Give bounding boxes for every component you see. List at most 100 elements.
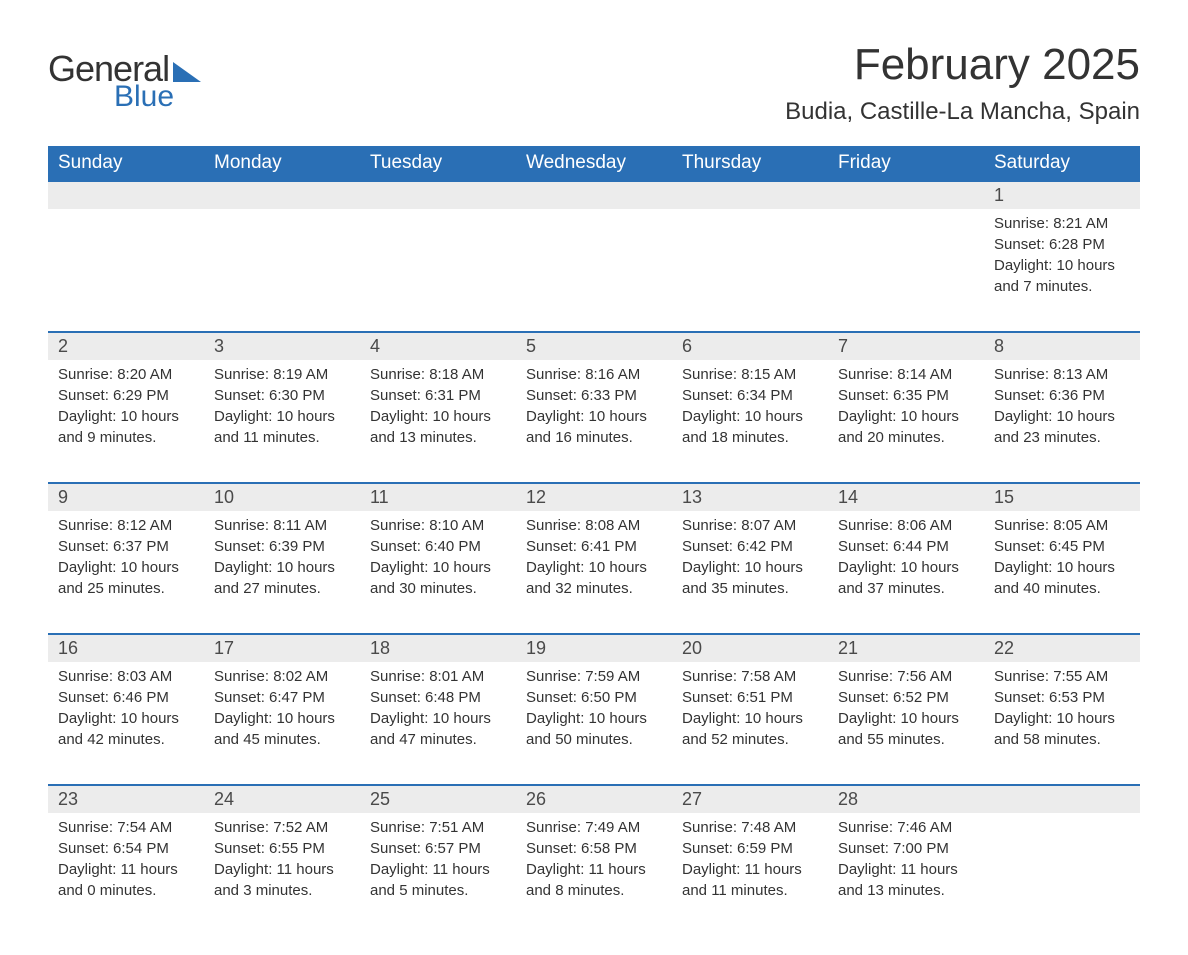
day-details: Sunrise: 7:48 AMSunset: 6:59 PMDaylight:… [682,817,818,901]
day-number: 17 [204,635,360,662]
day-cell [828,182,984,311]
day-cell [984,786,1140,915]
day-details: Sunrise: 8:13 AMSunset: 6:36 PMDaylight:… [994,364,1130,448]
day-details: Sunrise: 7:58 AMSunset: 6:51 PMDaylight:… [682,666,818,750]
day-number: 4 [360,333,516,360]
day-cell: 28 Sunrise: 7:46 AMSunset: 7:00 PMDayligh… [828,786,984,915]
day-number [516,182,672,209]
weekday-header: Saturday [984,146,1140,182]
day-cell: 7 Sunrise: 8:14 AMSunset: 6:35 PMDaylight… [828,333,984,462]
day-details: Sunrise: 8:03 AMSunset: 6:46 PMDaylight:… [58,666,194,750]
day-cell: 26 Sunrise: 7:49 AMSunset: 6:58 PMDayligh… [516,786,672,915]
day-details: Sunrise: 8:01 AMSunset: 6:48 PMDaylight:… [370,666,506,750]
day-details: Sunrise: 8:02 AMSunset: 6:47 PMDaylight:… [214,666,350,750]
day-details: Sunrise: 8:15 AMSunset: 6:34 PMDaylight:… [682,364,818,448]
logo: General Blue [48,48,201,114]
day-number: 6 [672,333,828,360]
day-details: Sunrise: 8:18 AMSunset: 6:31 PMDaylight:… [370,364,506,448]
day-number: 1 [984,182,1140,209]
day-details: Sunrise: 7:51 AMSunset: 6:57 PMDaylight:… [370,817,506,901]
day-details: Sunrise: 8:19 AMSunset: 6:30 PMDaylight:… [214,364,350,448]
day-details: Sunrise: 7:49 AMSunset: 6:58 PMDaylight:… [526,817,662,901]
weekday-header: Tuesday [360,146,516,182]
weekday-header: Sunday [48,146,204,182]
day-details: Sunrise: 8:12 AMSunset: 6:37 PMDaylight:… [58,515,194,599]
weekday-header: Wednesday [516,146,672,182]
weeks-container: 1 Sunrise: 8:21 AMSunset: 6:28 PMDaylight… [48,182,1140,915]
day-details: Sunrise: 7:55 AMSunset: 6:53 PMDaylight:… [994,666,1130,750]
day-number [672,182,828,209]
day-details: Sunrise: 8:10 AMSunset: 6:40 PMDaylight:… [370,515,506,599]
day-cell: 17 Sunrise: 8:02 AMSunset: 6:47 PMDayligh… [204,635,360,764]
day-number: 15 [984,484,1140,511]
day-details: Sunrise: 8:07 AMSunset: 6:42 PMDaylight:… [682,515,818,599]
day-number: 11 [360,484,516,511]
week-row: 1 Sunrise: 8:21 AMSunset: 6:28 PMDaylight… [48,182,1140,311]
day-number: 13 [672,484,828,511]
day-cell: 19Sunrise: 7:59 AMSunset: 6:50 PMDayligh… [516,635,672,764]
day-cell: 3 Sunrise: 8:19 AMSunset: 6:30 PMDaylight… [204,333,360,462]
weekday-header: Monday [204,146,360,182]
day-number: 25 [360,786,516,813]
day-cell: 6 Sunrise: 8:15 AMSunset: 6:34 PMDaylight… [672,333,828,462]
day-number [48,182,204,209]
day-cell: 5 Sunrise: 8:16 AMSunset: 6:33 PMDaylight… [516,333,672,462]
day-cell: 25 Sunrise: 7:51 AMSunset: 6:57 PMDayligh… [360,786,516,915]
week-row: 16 Sunrise: 8:03 AMSunset: 6:46 PMDayligh… [48,633,1140,764]
day-cell [672,182,828,311]
day-details: Sunrise: 7:56 AMSunset: 6:52 PMDaylight:… [838,666,974,750]
day-number: 9 [48,484,204,511]
day-cell: 11 Sunrise: 8:10 AMSunset: 6:40 PMDayligh… [360,484,516,613]
day-cell: 22 Sunrise: 7:55 AMSunset: 6:53 PMDayligh… [984,635,1140,764]
day-details: Sunrise: 8:20 AMSunset: 6:29 PMDaylight:… [58,364,194,448]
header: General Blue February 2025 Budia, Castil… [48,40,1140,126]
day-cell: 16 Sunrise: 8:03 AMSunset: 6:46 PMDayligh… [48,635,204,764]
day-cell [48,182,204,311]
weekday-header-row: SundayMondayTuesdayWednesdayThursdayFrid… [48,146,1140,182]
day-number: 5 [516,333,672,360]
day-cell: 2 Sunrise: 8:20 AMSunset: 6:29 PMDaylight… [48,333,204,462]
day-number: 14 [828,484,984,511]
day-cell: 14Sunrise: 8:06 AMSunset: 6:44 PMDayligh… [828,484,984,613]
day-number: 12 [516,484,672,511]
day-number: 3 [204,333,360,360]
day-number: 26 [516,786,672,813]
day-number: 24 [204,786,360,813]
day-cell: 21 Sunrise: 7:56 AMSunset: 6:52 PMDayligh… [828,635,984,764]
day-cell: 12Sunrise: 8:08 AMSunset: 6:41 PMDayligh… [516,484,672,613]
day-cell: 27 Sunrise: 7:48 AMSunset: 6:59 PMDayligh… [672,786,828,915]
day-cell [360,182,516,311]
day-cell: 24 Sunrise: 7:52 AMSunset: 6:55 PMDayligh… [204,786,360,915]
day-details: Sunrise: 8:21 AMSunset: 6:28 PMDaylight:… [994,213,1130,297]
day-number: 20 [672,635,828,662]
day-details: Sunrise: 7:46 AMSunset: 7:00 PMDaylight:… [838,817,974,901]
logo-triangle-icon [173,62,201,82]
location-subtitle: Budia, Castille-La Mancha, Spain [785,98,1140,126]
day-details: Sunrise: 8:14 AMSunset: 6:35 PMDaylight:… [838,364,974,448]
day-number: 28 [828,786,984,813]
day-number: 19 [516,635,672,662]
calendar-page: General Blue February 2025 Budia, Castil… [0,0,1188,955]
day-number: 27 [672,786,828,813]
day-cell: 4 Sunrise: 8:18 AMSunset: 6:31 PMDaylight… [360,333,516,462]
day-number: 8 [984,333,1140,360]
day-number: 18 [360,635,516,662]
day-number: 7 [828,333,984,360]
day-number: 22 [984,635,1140,662]
day-details: Sunrise: 8:11 AMSunset: 6:39 PMDaylight:… [214,515,350,599]
day-details: Sunrise: 7:52 AMSunset: 6:55 PMDaylight:… [214,817,350,901]
day-details: Sunrise: 8:05 AMSunset: 6:45 PMDaylight:… [994,515,1130,599]
day-cell: 20 Sunrise: 7:58 AMSunset: 6:51 PMDayligh… [672,635,828,764]
day-number [984,786,1140,813]
day-number [360,182,516,209]
day-number [204,182,360,209]
day-cell: 15 Sunrise: 8:05 AMSunset: 6:45 PMDayligh… [984,484,1140,613]
week-row: 23Sunrise: 7:54 AMSunset: 6:54 PMDayligh… [48,784,1140,915]
day-number: 21 [828,635,984,662]
day-cell: 18 Sunrise: 8:01 AMSunset: 6:48 PMDayligh… [360,635,516,764]
day-details: Sunrise: 8:16 AMSunset: 6:33 PMDaylight:… [526,364,662,448]
week-row: 2 Sunrise: 8:20 AMSunset: 6:29 PMDaylight… [48,331,1140,462]
day-number: 2 [48,333,204,360]
day-cell: 1 Sunrise: 8:21 AMSunset: 6:28 PMDaylight… [984,182,1140,311]
day-number: 16 [48,635,204,662]
